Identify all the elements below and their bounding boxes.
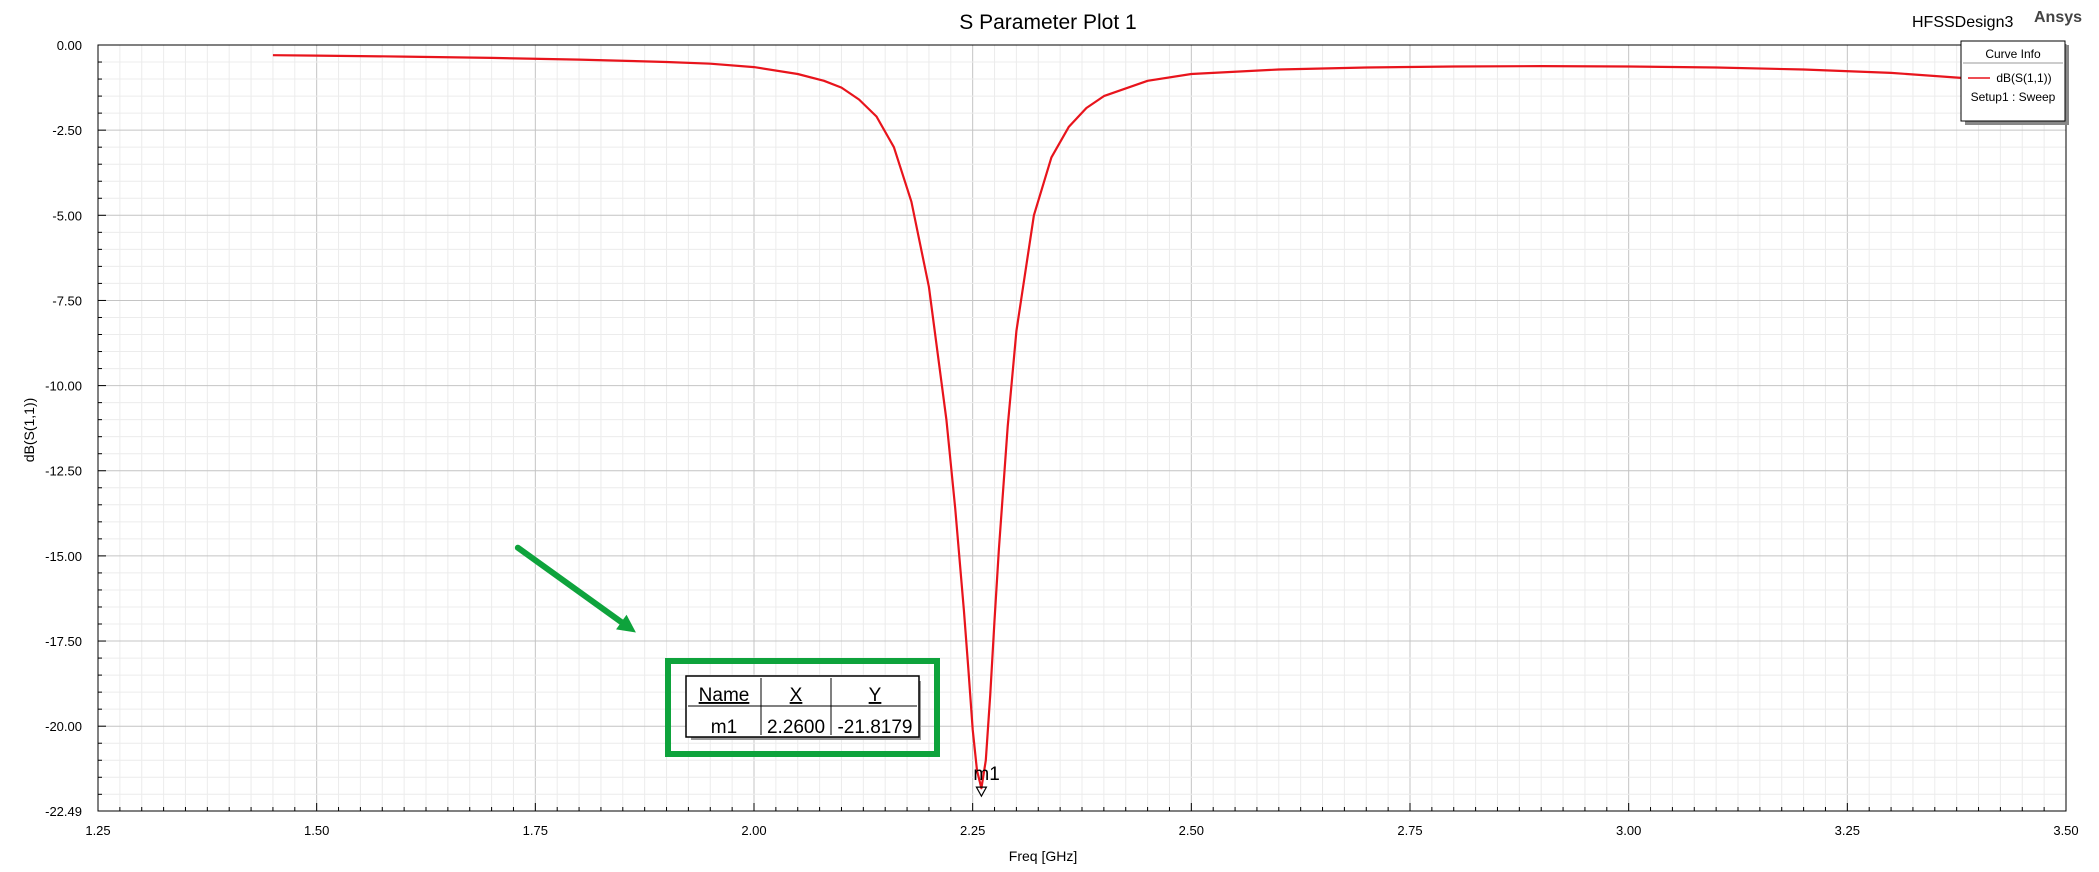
x-axis-label: Freq [GHz]: [1009, 848, 1077, 864]
legend-entry-setup: Setup1 : Sweep: [1971, 90, 2056, 104]
grid: [97, 44, 2067, 811]
y-tick-label: -2.50: [52, 123, 82, 138]
axis-ticks: [97, 44, 2067, 811]
marker-m1[interactable]: m1: [973, 764, 1000, 798]
x-tick-label: 3.50: [2053, 823, 2078, 838]
marker-table[interactable]: Name X Y m1 2.2600 -21.8179: [665, 658, 940, 757]
y-tick-label: -17.50: [45, 634, 82, 649]
y-tick-label: -10.00: [45, 379, 82, 394]
annotation-arrow: [514, 544, 625, 626]
series-line-s11: [272, 54, 2067, 790]
y-tick-label: -12.50: [45, 464, 82, 479]
marker-table-header-x: X: [790, 685, 803, 706]
marker-table-header-y: Y: [869, 685, 882, 706]
y-tick-label: -5.00: [52, 208, 82, 223]
brand-logo: Ansys: [2034, 9, 2082, 26]
x-tick-label: 3.00: [1616, 823, 1641, 838]
x-tick-label: 2.50: [1179, 823, 1204, 838]
x-tick-label: 3.25: [1835, 823, 1860, 838]
legend-curve-info[interactable]: Curve Info dB(S(1,1)) Setup1 : Sweep: [1960, 40, 2069, 125]
x-tick-label: 1.50: [304, 823, 329, 838]
y-tick-label: -20.00: [45, 719, 82, 734]
chart-title: S Parameter Plot 1: [959, 11, 1136, 34]
marker-table-highlight: [665, 658, 940, 757]
y-tick-label: -22.49: [45, 804, 82, 819]
y-tick-label: -15.00: [45, 549, 82, 564]
x-tick-label: 1.75: [523, 823, 548, 838]
x-tick-label: 1.25: [85, 823, 110, 838]
annotation-arrowhead: [616, 614, 636, 633]
y-tick-label: -7.50: [52, 293, 82, 308]
marker-triangle[interactable]: [975, 786, 988, 798]
marker-label: m1: [973, 764, 999, 785]
y-axis-label: dB(S(1,1)): [21, 398, 37, 463]
marker-table-cell-x: 2.2600: [767, 717, 825, 738]
x-tick-label: 2.75: [1397, 823, 1422, 838]
marker-table-cell-name: m1: [711, 717, 737, 738]
x-tick-label: 2.00: [741, 823, 766, 838]
x-tick-label: 2.25: [960, 823, 985, 838]
y-tick-label: 0.00: [57, 38, 82, 53]
marker-table-cell-y: -21.8179: [837, 717, 912, 738]
legend-entry-s11: dB(S(1,1)): [1996, 71, 2051, 85]
marker-table-header-name: Name: [699, 685, 750, 706]
y-axis-tick-labels: 0.00 -2.50 -5.00 -7.50 -10.00 -12.50 -15.00 -17…: [45, 38, 82, 819]
legend-box: [1960, 40, 2066, 122]
legend-title: Curve Info: [1985, 47, 2041, 61]
design-name: HFSSDesign3: [1912, 14, 2013, 31]
x-axis-tick-labels: 1.25 1.50 1.75 2.00 2.25 2.50 2.75 3.00 3.25 3.50: [85, 823, 2078, 838]
